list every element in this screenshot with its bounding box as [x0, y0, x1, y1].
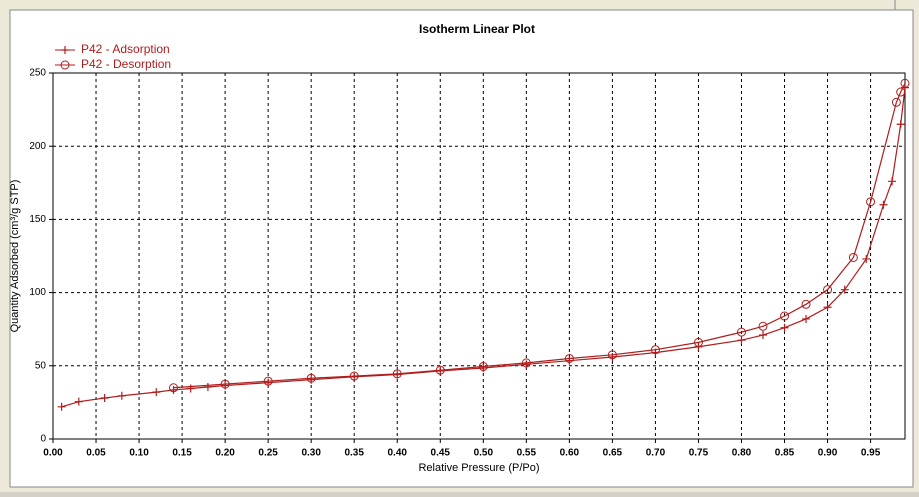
x-tick-label: 0.35 [344, 448, 364, 459]
data-point [896, 120, 905, 129]
x-tick-label: 0.10 [129, 448, 149, 459]
data-point [862, 254, 871, 263]
data-point [74, 397, 83, 406]
x-tick-label: 0.55 [517, 448, 537, 459]
data-point [801, 299, 811, 309]
data-point [349, 371, 359, 381]
y-tick-label: 250 [29, 68, 46, 79]
data-point [823, 303, 832, 312]
data-point [607, 350, 617, 360]
x-tick-label: 0.45 [431, 448, 451, 459]
data-point [780, 311, 790, 321]
legend-label: P42 - Desorption [81, 57, 171, 71]
data-point [840, 285, 849, 294]
data-point [848, 252, 858, 262]
data-point [780, 323, 789, 332]
legend-label: P42 - Adsorption [81, 42, 170, 56]
data-point [263, 376, 273, 386]
data-point [306, 373, 316, 383]
x-tick-label: 0.65 [603, 448, 623, 459]
data-point [823, 285, 833, 295]
data-point [203, 383, 212, 392]
x-tick-label: 0.95 [861, 448, 881, 459]
x-axis-label: Relative Pressure (P/Po) [418, 462, 539, 474]
data-point [866, 197, 876, 207]
data-point [900, 78, 910, 88]
data-point [186, 384, 195, 393]
legend-marker [60, 60, 70, 70]
data-point [802, 314, 811, 323]
x-tick-label: 0.15 [172, 448, 192, 459]
y-tick-label: 200 [29, 141, 46, 152]
x-tick-label: 0.70 [646, 448, 666, 459]
data-point [100, 394, 109, 403]
x-tick-label: 0.75 [689, 448, 709, 459]
x-tick-label: 0.05 [86, 448, 106, 459]
y-tick-label: 100 [29, 287, 46, 298]
data-point [759, 331, 767, 340]
data-point [650, 345, 660, 355]
plot-frame [52, 72, 906, 440]
x-tick-label: 0.50 [474, 448, 494, 459]
x-tick-label: 0.30 [301, 448, 321, 459]
series-line [173, 82, 906, 389]
y-tick-label: 150 [29, 214, 46, 225]
data-point [737, 336, 746, 345]
x-tick-label: 0.00 [43, 448, 63, 459]
data-point [896, 87, 906, 97]
data-point [891, 97, 901, 107]
data-point [758, 321, 768, 331]
data-point [152, 388, 161, 397]
data-point [168, 383, 178, 393]
x-tick-label: 0.25 [258, 448, 278, 459]
data-point [478, 362, 488, 372]
data-point [435, 365, 445, 375]
data-point [392, 369, 402, 379]
x-tick-label: 0.85 [775, 448, 795, 459]
data-point [220, 379, 230, 389]
data-point [888, 177, 897, 186]
data-point [117, 391, 126, 400]
data-point [564, 353, 574, 363]
data-point [521, 358, 531, 368]
data-point [57, 402, 66, 411]
x-tick-label: 0.80 [732, 448, 752, 459]
y-axis-label: Quantity Adsorbed (cm³/g STP) [9, 180, 21, 333]
x-tick-label: 0.60 [560, 448, 580, 459]
legend-marker [61, 46, 69, 54]
y-tick-label: 0 [40, 434, 46, 445]
data-point [693, 337, 703, 347]
x-tick-label: 0.90 [818, 448, 838, 459]
x-tick-label: 0.40 [388, 448, 408, 459]
y-tick-label: 50 [35, 360, 47, 371]
data-point [879, 200, 888, 209]
chart-panel [9, 9, 914, 488]
data-point [736, 327, 746, 337]
x-tick-label: 0.20 [215, 448, 235, 459]
chart-title: Isotherm Linear Plot [419, 22, 535, 36]
